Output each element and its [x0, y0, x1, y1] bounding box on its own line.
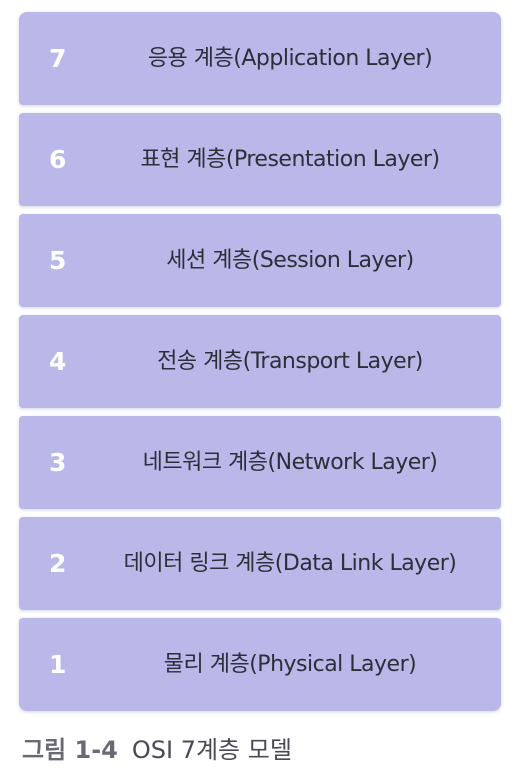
figure-caption: 그림 1-4 OSI 7계층 모델 — [22, 730, 292, 770]
layer-5-session: 5 세션 계층(Session Layer) — [19, 214, 501, 307]
layer-number: 6 — [49, 145, 67, 174]
figure-label: 그림 1-4 — [22, 736, 118, 764]
layer-7-application: 7 응용 계층(Application Layer) — [19, 12, 501, 105]
layer-label: 물리 계층(Physical Layer) — [163, 652, 417, 677]
layer-number: 5 — [49, 246, 67, 275]
layer-number: 2 — [49, 549, 67, 578]
layer-label: 데이터 링크 계층(Data Link Layer) — [123, 551, 457, 576]
layer-number: 4 — [49, 347, 67, 376]
osi-layer-stack: 7 응용 계층(Application Layer) 6 표현 계층(Prese… — [19, 12, 501, 711]
layer-number: 3 — [49, 448, 67, 477]
layer-label: 전송 계층(Transport Layer) — [157, 349, 423, 374]
layer-label: 세션 계층(Session Layer) — [166, 248, 414, 273]
figure-title: OSI 7계층 모델 — [131, 736, 292, 764]
layer-6-presentation: 6 표현 계층(Presentation Layer) — [19, 113, 501, 206]
layer-1-physical: 1 물리 계층(Physical Layer) — [19, 618, 501, 711]
layer-number: 1 — [49, 650, 67, 679]
layer-label: 표현 계층(Presentation Layer) — [140, 147, 440, 172]
layer-4-transport: 4 전송 계층(Transport Layer) — [19, 315, 501, 408]
layer-label: 네트워크 계층(Network Layer) — [142, 450, 438, 475]
layer-2-data-link: 2 데이터 링크 계층(Data Link Layer) — [19, 517, 501, 610]
layer-label: 응용 계층(Application Layer) — [147, 46, 433, 71]
layer-number: 7 — [49, 44, 67, 73]
layer-3-network: 3 네트워크 계층(Network Layer) — [19, 416, 501, 509]
